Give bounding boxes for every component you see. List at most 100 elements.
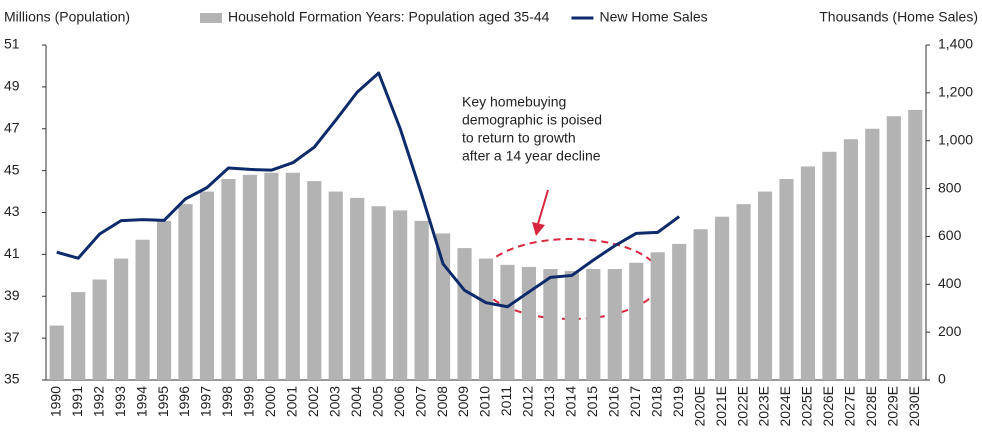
x-tick-label: 2013 (541, 386, 557, 417)
bar (71, 292, 86, 380)
y2-tick-label: 1,400 (938, 36, 973, 52)
x-tick-label: 2011 (498, 386, 514, 416)
bar (822, 151, 837, 380)
bar (886, 116, 901, 380)
x-tick-label: 2022E (734, 386, 750, 426)
line (56, 71, 681, 309)
x-tick-label: 2007 (412, 386, 428, 417)
bar (843, 139, 858, 380)
y-tick-label: 49 (4, 78, 20, 94)
y2-tick-label: 0 (938, 371, 946, 387)
x-tick-label: 2002 (305, 386, 321, 417)
x-tick-label: 2015 (584, 386, 600, 417)
bar (715, 216, 730, 380)
bar (221, 179, 236, 380)
y-tick-label: 39 (4, 287, 20, 303)
bar (693, 229, 708, 380)
x-tick-label: 2020E (691, 386, 707, 426)
x-tick-label: 2017 (627, 386, 643, 417)
x-tick-label: 2016 (605, 386, 621, 417)
x-tick-label: 1997 (198, 386, 214, 417)
y-tick-label: 43 (4, 203, 20, 219)
x-tick-label: 2026E (820, 386, 836, 426)
x-tick-label: 1993 (112, 386, 128, 417)
bar (779, 179, 794, 380)
bar (478, 258, 494, 380)
x-tick-label: 1999 (241, 386, 257, 417)
x-tick-label: 2005 (369, 386, 385, 417)
bar (371, 206, 386, 380)
y-tick-label: 51 (4, 36, 20, 52)
x-tick-label: 2009 (455, 386, 471, 417)
x-tick-label: 2030E (906, 386, 922, 426)
x-tick-label: 2023E (756, 386, 772, 426)
y2-tick-label: 400 (938, 275, 962, 291)
y2-tick-label: 800 (938, 179, 962, 195)
x-tick-label: 2006 (391, 386, 407, 417)
x-tick-label: 2027E (842, 386, 858, 426)
bar (199, 191, 215, 380)
annotation: Key homebuying (462, 94, 566, 110)
x-tick-label: 1990 (47, 386, 63, 417)
annotation: demographic is poised (462, 112, 602, 128)
x-tick-label: 2025E (799, 386, 815, 426)
x-tick-label: 2028E (863, 386, 879, 426)
bar (242, 174, 257, 380)
legend-label: New Home Sales (599, 9, 707, 25)
arrow (537, 189, 549, 225)
x-tick-label: 2018 (648, 386, 664, 417)
bar (114, 258, 129, 380)
bar (908, 109, 923, 380)
bar (393, 210, 408, 380)
legend-label: Household Formation Years: Population ag… (228, 9, 550, 25)
bar (672, 243, 687, 380)
y2-tick-label: 1,200 (938, 84, 973, 100)
bar (49, 325, 64, 380)
bar (92, 279, 107, 380)
bar (500, 264, 515, 380)
x-tick-label: 2012 (520, 386, 536, 417)
bar (629, 262, 644, 380)
bar (736, 204, 751, 380)
y2-tick-label: 1,000 (938, 131, 973, 147)
bar (156, 220, 172, 380)
y-tick-label: 45 (4, 161, 20, 177)
bar (586, 269, 601, 380)
x-tick-label: 2029E (885, 386, 901, 426)
x-tick-label: 2021E (713, 386, 729, 426)
y2-tick-label: 200 (938, 323, 962, 339)
x-tick-label: 2000 (262, 386, 278, 417)
bar (564, 271, 579, 380)
y-tick-label: 41 (4, 245, 20, 261)
bar (178, 204, 193, 380)
x-tick-label: 2010 (477, 386, 493, 417)
arrow-head (532, 222, 545, 236)
legend-swatch (200, 13, 222, 23)
annotation: to return to growth (462, 130, 576, 146)
bar (264, 172, 279, 380)
bar (135, 239, 150, 380)
x-tick-label: 2019 (670, 386, 686, 417)
y-axis-label: Millions (Population) (4, 9, 130, 25)
x-tick-label: 2004 (348, 386, 364, 417)
x-tick-label: 2014 (563, 386, 579, 417)
x-tick-label: 1992 (90, 386, 106, 417)
bar (607, 269, 622, 380)
bar (757, 191, 773, 380)
x-tick-label: 1995 (155, 386, 171, 417)
bar (307, 181, 322, 380)
bar (285, 172, 300, 380)
bar (865, 128, 880, 380)
bar (457, 248, 472, 380)
y-tick-label: 35 (4, 371, 20, 387)
x-tick-label: 1998 (219, 386, 235, 417)
bar (435, 233, 451, 380)
x-tick-label: 2008 (434, 386, 450, 417)
x-tick-label: 2003 (326, 386, 342, 417)
bar (414, 220, 429, 380)
x-tick-label: 2001 (284, 386, 300, 417)
y2-axis-label: Thousands (Home Sales) (819, 9, 978, 25)
x-tick-label: 2024E (777, 386, 793, 426)
x-tick-label: 1991 (69, 386, 85, 417)
